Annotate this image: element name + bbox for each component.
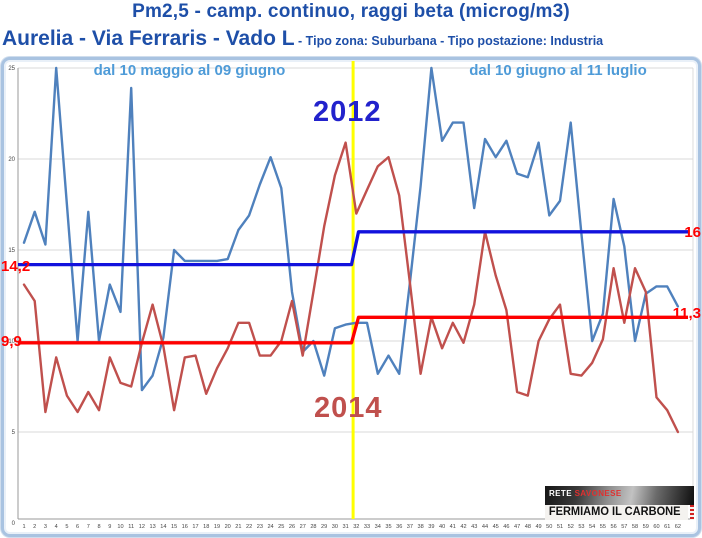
x-tick-label: 61 <box>664 524 670 530</box>
x-tick-label: 3 <box>44 524 47 530</box>
avg-value-2014-period1: 9,9 <box>1 333 22 350</box>
rete-savonese-logo: RETE SAVONESE FERMIAMO IL CARBONE <box>545 486 694 520</box>
x-tick-label: 39 <box>428 524 434 530</box>
subtitle: Aurelia - Via Ferraris - Vado L - Tipo z… <box>2 27 702 51</box>
logo-org-name: RETE SAVONESE <box>549 489 622 498</box>
logo-dotted-edge <box>690 505 694 520</box>
x-tick-label: 17 <box>192 524 198 530</box>
x-tick-label: 22 <box>246 524 252 530</box>
avg-line-2014 <box>18 315 688 345</box>
x-tick-label: 56 <box>610 524 616 530</box>
x-tick-label: 19 <box>214 524 220 530</box>
y-tick-label: 20 <box>8 157 15 163</box>
x-tick-label: 18 <box>203 524 209 530</box>
x-tick-label: 31 <box>342 524 348 530</box>
station-zone-info: - Tipo zona: Suburbana - Tipo postazione… <box>298 34 604 48</box>
x-tick-label: 10 <box>117 524 123 530</box>
avg-value-2012-period2: 16 <box>684 224 701 241</box>
logo-rete-text: RETE <box>549 489 572 498</box>
x-tick-label: 60 <box>653 524 659 530</box>
x-tick-label: 43 <box>471 524 477 530</box>
y-tick-label: 0 <box>12 521 16 527</box>
x-tick-label: 28 <box>310 524 316 530</box>
page-title: Pm2,5 - camp. continuo, raggi beta (micr… <box>132 1 570 22</box>
x-tick-label: 44 <box>482 524 488 530</box>
x-tick-label: 6 <box>76 524 79 530</box>
year-label-2014: 2014 <box>314 392 383 424</box>
year-label-2012: 2012 <box>313 96 382 128</box>
x-tick-label: 41 <box>450 524 456 530</box>
x-tick-label: 46 <box>503 524 509 530</box>
x-tick-label: 51 <box>557 524 563 530</box>
x-tick-label: 53 <box>578 524 584 530</box>
series-line-2012 <box>22 66 680 392</box>
y-tick-label: 25 <box>8 66 15 72</box>
x-tick-label: 52 <box>568 524 574 530</box>
x-tick-label: 25 <box>278 524 284 530</box>
x-tick-label: 40 <box>439 524 445 530</box>
x-tick-label: 55 <box>600 524 606 530</box>
x-tick-label: 29 <box>321 524 327 530</box>
x-tick-label: 27 <box>300 524 306 530</box>
x-tick-label: 42 <box>460 524 466 530</box>
x-tick-label: 36 <box>396 524 402 530</box>
x-tick-label: 26 <box>289 524 295 530</box>
y-tick-label: 15 <box>8 248 15 254</box>
station-name: Aurelia - Via Ferraris - Vado L <box>2 27 295 50</box>
x-tick-label: 9 <box>108 524 111 530</box>
x-tick-label: 57 <box>621 524 627 530</box>
x-tick-label: 14 <box>160 524 166 530</box>
period-label-right: dal 10 giugno al 11 luglio <box>469 62 647 79</box>
x-tick-label: 45 <box>493 524 499 530</box>
x-tick-label: 37 <box>407 524 413 530</box>
x-tick-label: 58 <box>632 524 638 530</box>
x-tick-label: 47 <box>514 524 520 530</box>
avg-line-2012 <box>18 230 688 267</box>
x-tick-label: 11 <box>128 524 134 530</box>
x-tick-label: 13 <box>150 524 156 530</box>
logo-smoke-banner: RETE SAVONESE <box>545 486 694 505</box>
x-tick-label: 30 <box>332 524 338 530</box>
avg-value-2012-period1: 14,2 <box>1 258 31 275</box>
x-tick-label: 34 <box>375 524 381 530</box>
x-tick-label: 15 <box>171 524 177 530</box>
x-tick-label: 62 <box>675 524 681 530</box>
x-tick-label: 32 <box>353 524 359 530</box>
x-tick-label: 2 <box>33 524 36 530</box>
x-tick-label: 48 <box>525 524 531 530</box>
x-tick-label: 23 <box>257 524 263 530</box>
x-tick-label: 49 <box>535 524 541 530</box>
x-tick-label: 24 <box>267 524 273 530</box>
x-tick-label: 35 <box>385 524 391 530</box>
x-tick-label: 21 <box>235 524 241 530</box>
y-tick-label: 5 <box>12 430 16 436</box>
y-tick-label: 10 <box>8 339 15 345</box>
avg-value-2014-period2: 11,3 <box>672 305 701 322</box>
x-tick-label: 20 <box>225 524 231 530</box>
x-tick-label: 50 <box>546 524 552 530</box>
series-line-2014 <box>22 141 680 434</box>
x-tick-label: 54 <box>589 524 595 530</box>
x-tick-label: 7 <box>87 524 90 530</box>
x-tick-label: 16 <box>182 524 188 530</box>
x-tick-label: 59 <box>643 524 649 530</box>
x-tick-label: 1 <box>22 524 25 530</box>
x-tick-label: 33 <box>364 524 370 530</box>
x-tick-label: 5 <box>65 524 68 530</box>
x-tick-label: 8 <box>97 524 100 530</box>
logo-savonese-text: SAVONESE <box>574 489 622 498</box>
x-tick-label: 38 <box>418 524 424 530</box>
chart-frame <box>1 57 701 537</box>
x-tick-label: 4 <box>55 524 58 530</box>
logo-slogan: FERMIAMO IL CARBONE <box>545 505 689 520</box>
period-label-left: dal 10 maggio al 09 giugno <box>93 62 286 79</box>
x-tick-label: 12 <box>139 524 145 530</box>
